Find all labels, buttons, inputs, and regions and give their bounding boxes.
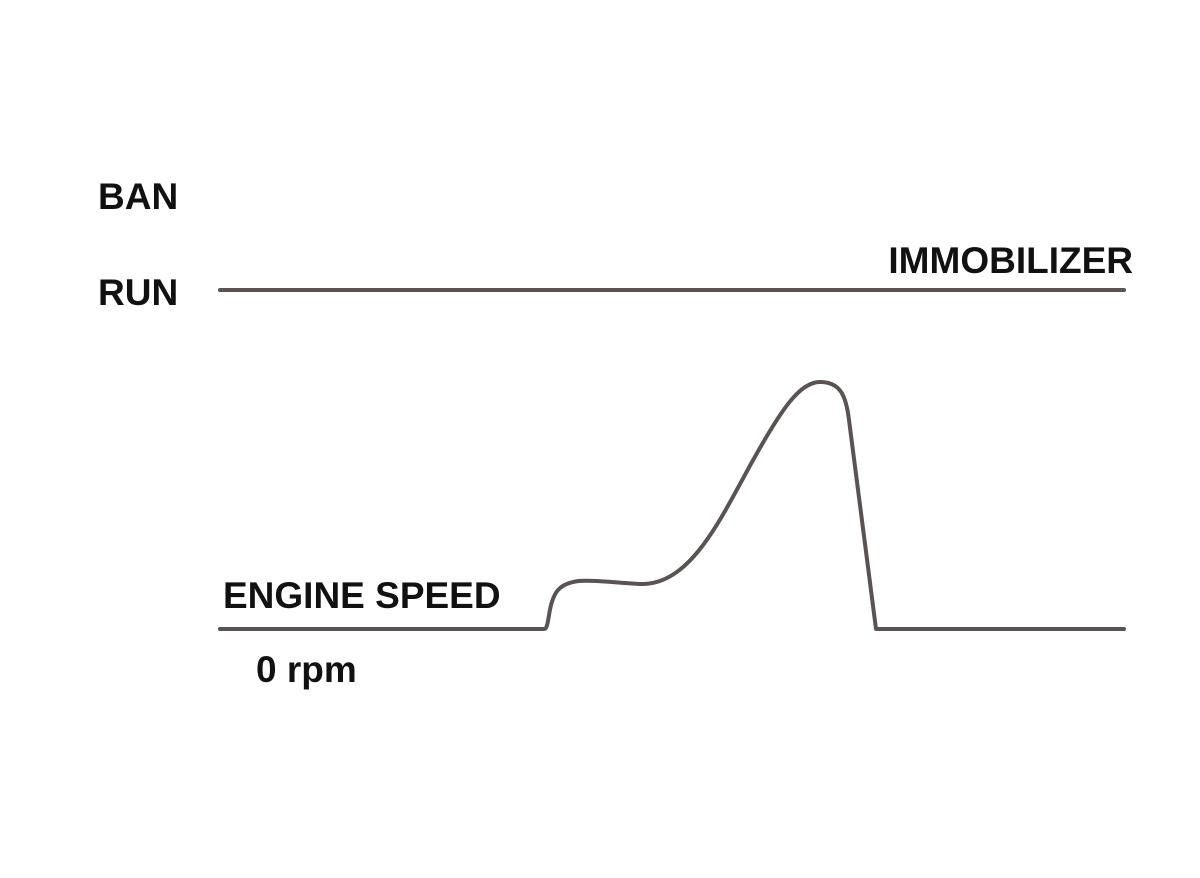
baseline-label: 0 rpm xyxy=(256,649,357,690)
engine-speed-trace xyxy=(218,380,1126,631)
state-label: RUN xyxy=(98,272,178,313)
signal-label: ENGINE SPEED xyxy=(223,575,501,616)
state-label: BAN xyxy=(98,176,178,217)
signal-label: IMMOBILIZER xyxy=(888,240,1133,281)
